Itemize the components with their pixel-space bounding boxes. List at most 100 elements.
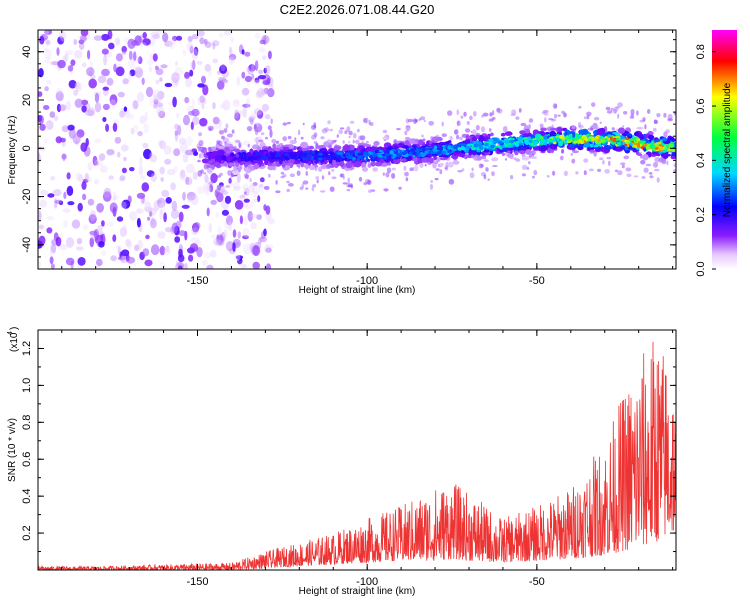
spectrogram-cell [412,157,419,162]
spectrogram-cell [663,131,668,138]
spectrogram-peak [314,156,319,161]
spectrogram-cell [242,107,248,118]
spectrogram-cell [227,170,232,176]
spectrogram-peak [642,140,646,144]
spectrogram-cell [350,183,353,190]
spectrogram-cell [95,258,103,266]
spectrogram-cell [346,126,351,133]
spectrogram-cell [79,35,87,42]
spectrogram-cell [670,156,676,160]
spectrogram-cell [215,212,219,219]
spectrogram-cell [220,64,226,71]
spectrogram-peak [515,143,519,147]
spectrogram-cell [198,153,202,159]
spectrogram-panel: -150 -100 -50 -40 -20 0 20 40 Height of straig… [7,29,677,296]
spectrogram-cell [228,53,237,61]
spectrogram-cell [252,261,260,269]
spectrogram-peak [392,153,396,156]
spectrogram-cell [549,127,558,131]
spectrogram-cell [197,148,201,152]
spectrogram-cell [119,175,126,181]
spectrogram-cell [327,120,331,125]
spectrogram-cell [213,161,221,167]
spectrogram-peak [615,137,619,142]
spectrogram-cell [421,134,424,138]
spectrogram-cell [141,182,150,192]
spectrogram-cell [81,105,87,113]
spectrogram-cell [461,150,465,154]
spectrogram-peak [247,157,252,161]
spectrogram-cell [419,162,424,168]
spectrogram-cell [160,177,164,182]
spectrogram-cell [223,229,228,238]
snr-y-scale-close: ) [9,327,20,330]
spectrogram-cell [161,189,170,198]
spectrogram-cell [552,103,557,109]
spectrogram-cell [184,96,189,104]
spectrogram-cell [139,199,147,205]
spectrogram-peak [297,154,300,157]
spectrogram-cell [222,99,231,111]
spectrogram-cell [116,216,124,222]
spectrogram-cell [189,69,194,77]
spectrogram-cell [610,107,614,111]
spectrogram-cell [152,89,161,101]
spectrogram-y-tick-label: 0 [21,145,33,151]
spectrogram-cell [117,246,121,255]
spectrogram-cell [267,218,275,225]
spectrogram-cell [449,135,453,141]
spectrogram-cell [190,194,199,206]
spectrogram-cell [483,149,490,153]
spectrogram-cell [201,75,206,84]
spectrogram-cell [87,198,95,206]
spectrogram-cell [187,35,193,43]
spectrogram-cell [532,145,540,151]
spectrogram-cell [247,144,250,148]
spectrogram-peak [495,145,499,148]
spectrogram-cell [423,119,426,123]
spectrogram-cell [541,128,546,132]
spectrogram-cell [119,227,128,237]
spectrogram-cell [197,96,206,106]
spectrogram-cell [59,137,66,143]
spectrogram-cell [109,202,118,213]
spectrogram-cell [636,153,643,157]
spectrogram-cell [311,186,315,192]
snr-y-scale-exponent: 4 [7,331,14,335]
spectrogram-cell [38,210,42,222]
spectrogram-cell [157,231,166,239]
spectrogram-cell [641,176,646,179]
spectrogram-cell [67,124,75,131]
spectrogram-cell [202,84,209,96]
spectrogram-cell [370,160,376,167]
snr-y-ticks: 0.2 0.4 0.6 0.8 1.0 1.2 [21,329,676,553]
spectrogram-cell [234,109,239,119]
spectrogram-cell [115,245,123,250]
spectrogram-cell [228,46,233,55]
spectrogram-cell [242,235,249,240]
spectrogram-cell [408,138,417,145]
spectrogram-cell [281,161,287,168]
spectrogram-cell [586,111,592,117]
spectrogram-cell [70,59,76,66]
spectrogram-cell [289,173,295,178]
spectrogram-cell [76,237,83,245]
spectrogram-x-tick-label: -50 [529,275,545,287]
spectrogram-cell [163,145,172,155]
spectrogram-cell [308,145,314,150]
spectrogram-peak [568,134,572,139]
spectrogram-cell [456,109,460,116]
spectrogram-cell [439,169,443,175]
spectrogram-cell [282,136,288,142]
spectrogram-cell [546,175,550,178]
spectrogram-cell [265,247,272,253]
spectrogram-cell [358,176,363,182]
spectrogram-cell [71,219,81,229]
spectrogram-cell [144,111,148,122]
spectrogram-cell [59,104,67,112]
spectrogram-cell [267,125,272,131]
spectrogram-peak [337,151,343,155]
spectrogram-cell [296,163,301,168]
spectrogram-cell [243,243,252,255]
spectrogram-peak [591,136,595,142]
